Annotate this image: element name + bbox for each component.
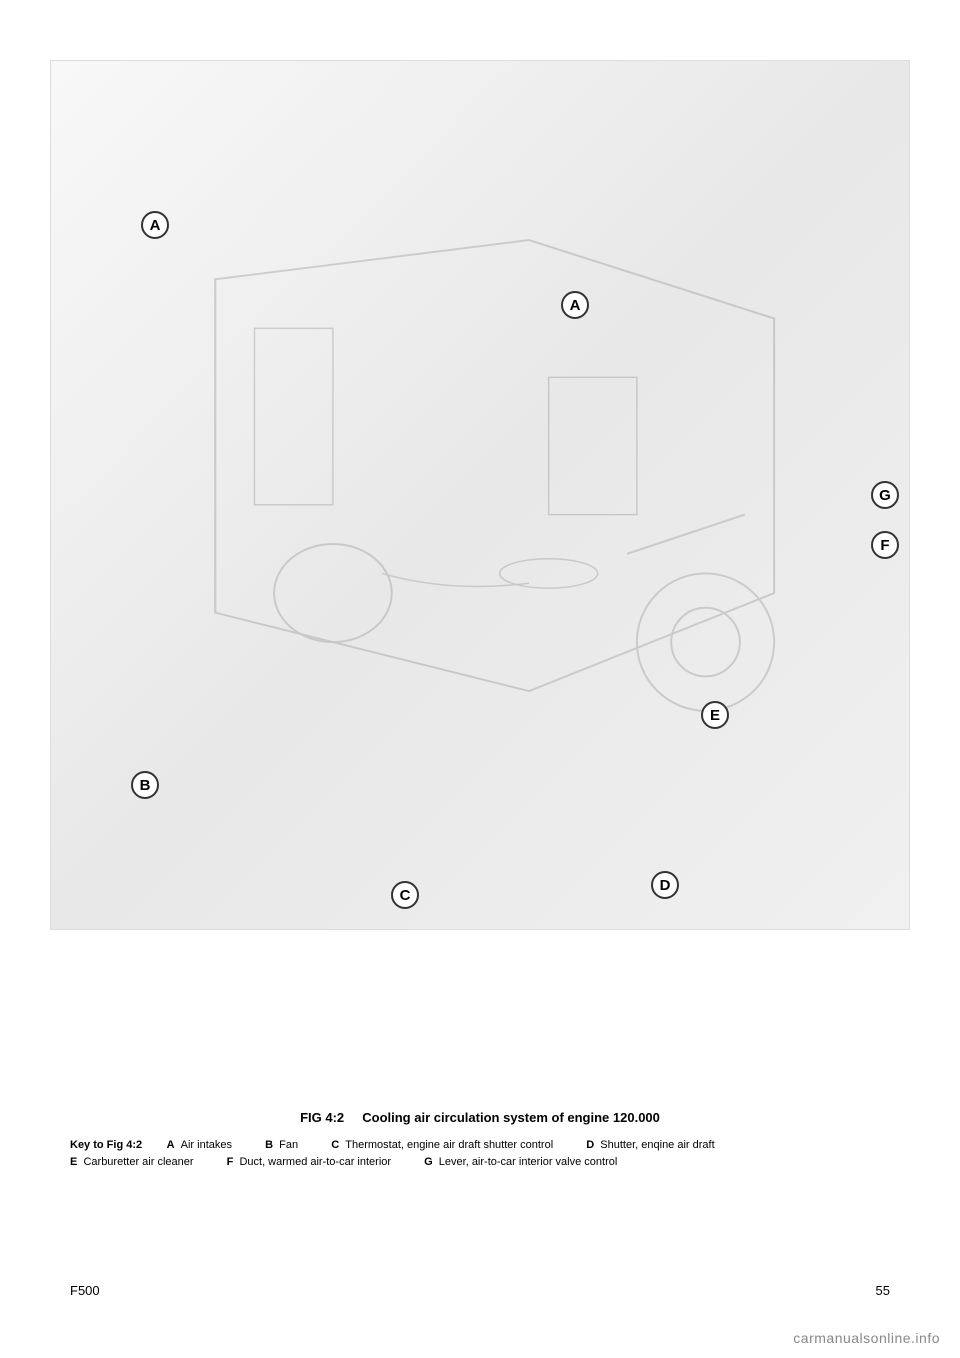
callout-text: G	[879, 487, 891, 504]
key-item-e: E Carburetter air cleaner	[70, 1156, 197, 1168]
callout-label-a-left: A	[141, 211, 169, 239]
key-item-f: F Duct, warmed air-to-car interior	[227, 1156, 395, 1168]
callout-text: A	[570, 297, 581, 314]
diagram-container: A A B C D E F G	[50, 60, 910, 930]
key-item-c: C Thermostat, engine air draft shutter c…	[331, 1139, 556, 1151]
callout-text: F	[880, 537, 889, 554]
technical-diagram: A A B C D E F G	[50, 60, 910, 930]
key-legend: Key to Fig 4:2 A Air intakes B Fan C The…	[70, 1137, 890, 1170]
callout-label-e: E	[701, 701, 729, 729]
key-item-a: A Air intakes	[167, 1139, 236, 1151]
callout-label-a-right: A	[561, 291, 589, 319]
callout-label-g: G	[871, 481, 899, 509]
callout-text: D	[660, 877, 671, 894]
footer-model: F500	[70, 1283, 100, 1298]
page-footer: F500 55	[70, 1283, 890, 1298]
callout-label-d: D	[651, 871, 679, 899]
callout-text: B	[140, 777, 151, 794]
callout-text: E	[710, 707, 720, 724]
caption-section: FIG 4:2 Cooling air circulation system o…	[50, 1110, 910, 1170]
figure-title: FIG 4:2 Cooling air circulation system o…	[70, 1110, 890, 1125]
manual-page: A A B C D E F G	[0, 0, 960, 1358]
key-prefix: Key to Fig 4:2	[70, 1139, 142, 1151]
key-item-b: B Fan	[265, 1139, 301, 1151]
callout-label-f: F	[871, 531, 899, 559]
page-number: 55	[876, 1283, 890, 1298]
key-item-g: G Lever, air-to-car interior valve contr…	[424, 1156, 617, 1168]
callout-text: A	[150, 217, 161, 234]
callout-text: C	[400, 887, 411, 904]
figure-number: FIG 4:2	[300, 1110, 344, 1125]
key-item-d: D Shutter, enqine air draft	[586, 1139, 714, 1151]
callout-label-c: C	[391, 881, 419, 909]
watermark-text: carmanualsonline.info	[793, 1330, 940, 1346]
callout-label-b: B	[131, 771, 159, 799]
figure-title-text: Cooling air circulation system of engine…	[362, 1110, 660, 1125]
